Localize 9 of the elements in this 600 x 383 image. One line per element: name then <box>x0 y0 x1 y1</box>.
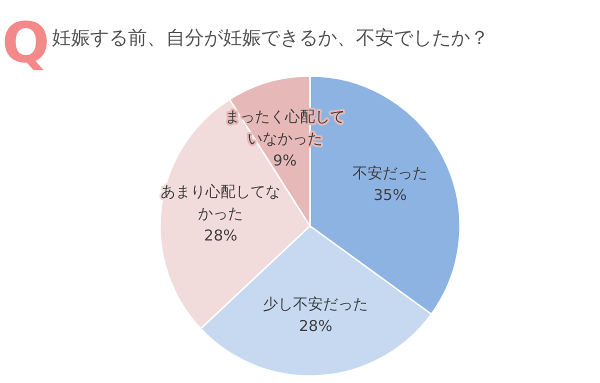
data-label: 28% <box>298 316 332 335</box>
slice-label: 不安だった <box>352 164 428 182</box>
data-label: 35% <box>374 186 407 204</box>
chart-title: 妊娠する前、自分が妊娠できるか、不安でしたか？ <box>52 27 489 49</box>
data-label: 9% <box>272 152 297 170</box>
text: Q <box>2 11 50 76</box>
slice-label: あまり心配してなかった <box>160 182 281 223</box>
slice-label: 少し不安だった <box>263 294 368 313</box>
data-label: 28% <box>204 226 238 245</box>
